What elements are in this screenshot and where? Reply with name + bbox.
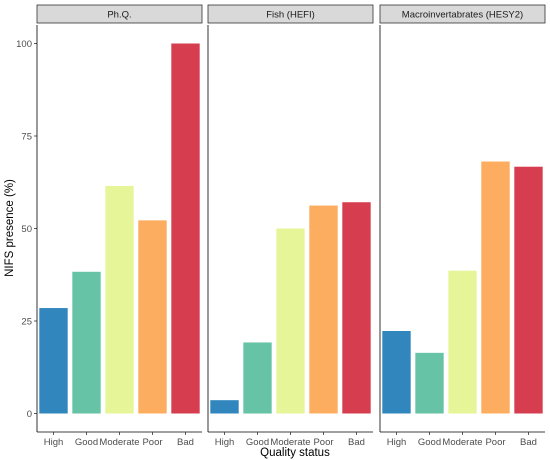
facet-strip-fish-hefi: Fish (HEFI) xyxy=(207,4,374,24)
facet-strip-title: Fish (HEFI) xyxy=(266,9,315,20)
bar-bad xyxy=(171,43,200,414)
x-tick-label: Good xyxy=(75,437,98,448)
y-tick-label: 25 xyxy=(21,316,32,327)
bar-poor xyxy=(481,161,510,414)
facet-strip-macroinvertabrates-hesy2: Macroinvertabrates (HESY2) xyxy=(379,4,546,24)
x-tick-label: Bad xyxy=(177,437,194,448)
x-tick-label: High xyxy=(387,437,407,448)
bar-high xyxy=(382,330,411,414)
facet-strip-title: Macroinvertabrates (HESY2) xyxy=(402,9,523,20)
bar-poor xyxy=(138,220,167,414)
bar-good xyxy=(72,271,101,414)
facet-panel-macroinvertabrates-hesy2: High Good Moderate Poor Bad xyxy=(379,25,545,448)
bar-poor xyxy=(309,205,338,414)
y-axis: 0 25 50 75 100 xyxy=(16,39,37,420)
x-tick-label: High xyxy=(215,437,235,448)
x-tick-label: High xyxy=(44,437,64,448)
bar-bad xyxy=(514,166,543,414)
bar-high xyxy=(39,308,68,414)
y-tick-label: 75 xyxy=(21,131,32,142)
facet-panel-ph-q: High Good Moderate Poor Bad xyxy=(36,25,202,448)
x-tick-label: Bad xyxy=(520,437,537,448)
facet-panel-fish-hefi: High Good Moderate Poor Bad xyxy=(207,25,373,448)
facet-strip-title: Ph.Q. xyxy=(107,9,131,20)
x-tick-label: Moderate xyxy=(270,437,310,448)
x-tick-label: Poor xyxy=(485,437,505,448)
x-tick-label: Good xyxy=(246,437,269,448)
x-tick-label: Bad xyxy=(348,437,365,448)
x-tick-label: Good xyxy=(418,437,441,448)
facet-strip-background xyxy=(379,4,546,24)
bar-good xyxy=(415,352,444,414)
facet-strip-ph-q: Ph.Q. xyxy=(36,4,203,24)
bar-bad xyxy=(342,202,371,414)
x-tick-label: Moderate xyxy=(442,437,482,448)
y-tick-label: 100 xyxy=(16,39,32,50)
facet-strip-background xyxy=(207,4,374,24)
facet-strips: Ph.Q. Fish (HEFI) Macroinvertabrates (HESY… xyxy=(36,4,546,24)
bar-good xyxy=(243,342,272,414)
bar-moderate xyxy=(448,270,477,414)
y-tick-label: 0 xyxy=(27,409,32,420)
bar-high xyxy=(210,400,239,414)
y-axis-title: NIFS presence (%) xyxy=(4,179,16,277)
bar-moderate xyxy=(276,228,305,414)
x-axis-title: Quality status xyxy=(260,447,330,459)
facet-strip-background xyxy=(36,4,203,24)
bar-moderate xyxy=(105,185,134,414)
x-tick-label: Poor xyxy=(142,437,162,448)
x-tick-label: Moderate xyxy=(99,437,139,448)
facet-panels: High Good Moderate Poor Bad High Good Moderate P… xyxy=(36,25,545,448)
x-tick-label: Poor xyxy=(313,437,333,448)
y-tick-label: 50 xyxy=(21,224,32,235)
